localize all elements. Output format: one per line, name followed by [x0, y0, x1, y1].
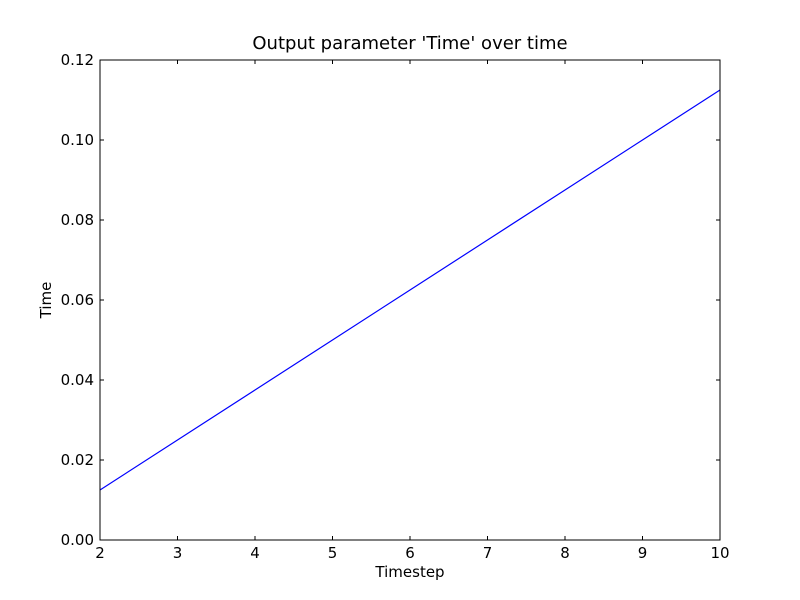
y-tick-label: 0.06 — [61, 291, 94, 309]
y-axis-label: Time — [37, 282, 55, 320]
y-tick-label: 0.10 — [61, 131, 94, 149]
x-tick-label: 4 — [250, 544, 260, 562]
chart-title: Output parameter 'Time' over time — [252, 33, 567, 54]
plot-frame — [99, 59, 721, 541]
y-tick-label: 0.02 — [61, 451, 94, 469]
y-tick-label: 0.08 — [61, 211, 94, 229]
x-tick-label: 2 — [95, 544, 105, 562]
x-tick-label: 8 — [560, 544, 570, 562]
x-tick-label: 6 — [405, 544, 415, 562]
x-tick-label: 7 — [483, 544, 493, 562]
x-axis-label: Timestep — [374, 563, 444, 581]
y-tick-label: 0.12 — [61, 51, 94, 69]
x-tick-label: 10 — [710, 544, 729, 562]
x-tick-label: 9 — [638, 544, 648, 562]
y-tick-label: 0.04 — [61, 371, 94, 389]
series-line-time — [99, 89, 721, 491]
y-tick-label: 0.00 — [61, 531, 94, 549]
x-tick-label: 5 — [328, 544, 338, 562]
x-tick-label: 3 — [173, 544, 183, 562]
